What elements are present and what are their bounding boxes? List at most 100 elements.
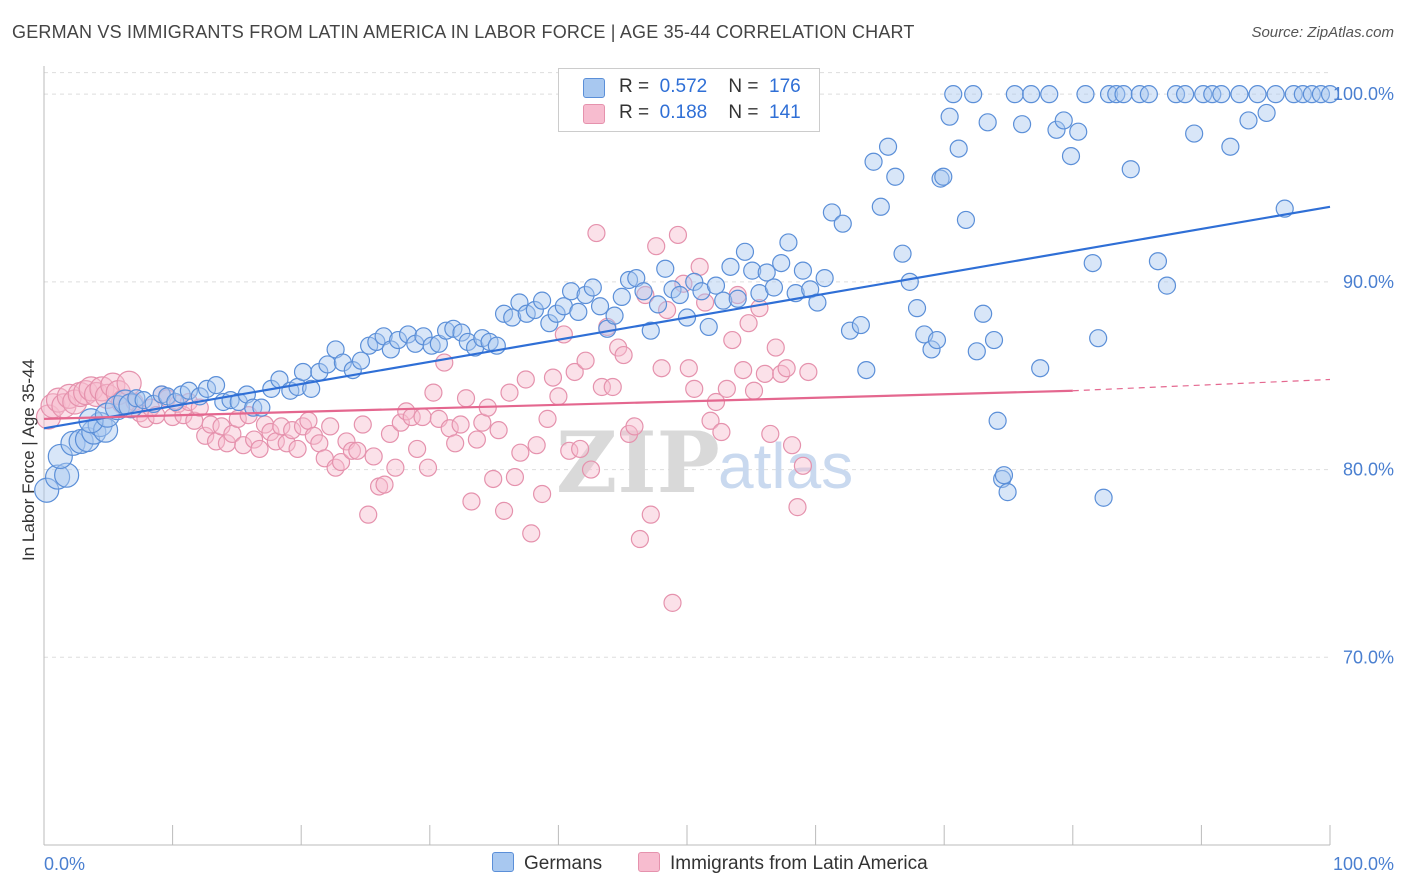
scatter-point	[940, 107, 959, 126]
scatter-point	[1157, 276, 1177, 295]
scatter-point	[1047, 120, 1066, 139]
scatter-point	[1114, 85, 1133, 104]
scatter-point	[685, 379, 704, 398]
scatter-point	[302, 379, 321, 398]
bottom-legend-swatch-germans	[492, 852, 514, 872]
scatter-point	[127, 389, 146, 408]
legend-n-immigrants: 141	[769, 102, 801, 123]
scatter-point	[1022, 85, 1041, 104]
scatter-point	[134, 391, 153, 410]
scatter-point	[587, 223, 606, 243]
x-tick-label-min: 0.0%	[44, 854, 85, 874]
scatter-point	[699, 317, 718, 337]
scatter-point	[1320, 85, 1340, 104]
scatter-point	[1094, 488, 1113, 507]
scatter-point	[389, 330, 408, 350]
scatter-point	[525, 300, 544, 320]
scatter-point	[375, 475, 394, 494]
scatter-point	[739, 314, 758, 333]
scatter-point	[1076, 85, 1095, 104]
scatter-point	[569, 302, 588, 322]
scatter-point	[543, 368, 563, 387]
scatter-point	[272, 417, 291, 436]
scatter-point	[503, 308, 522, 327]
scatter-point	[380, 424, 400, 444]
scatter-point	[510, 293, 529, 312]
scatter-point	[511, 443, 530, 462]
scatter-point	[60, 430, 86, 456]
scatter-point	[342, 441, 362, 460]
scatter-point	[956, 210, 976, 230]
scatter-point	[1148, 252, 1168, 271]
scatter-point	[927, 330, 947, 350]
scatter-point	[641, 321, 660, 340]
scatter-point	[782, 436, 802, 455]
scatter-point	[706, 276, 726, 295]
scatter-point	[571, 439, 590, 459]
scatter-point	[949, 139, 968, 158]
scatter-point	[592, 377, 611, 397]
scatter-point	[1012, 115, 1032, 134]
scatter-point	[900, 272, 919, 291]
scatter-point	[851, 315, 870, 335]
scatter-point	[931, 169, 950, 188]
scatter-point	[351, 351, 371, 370]
legend-swatch-germans	[583, 78, 605, 98]
scatter-point	[799, 362, 818, 382]
scatter-point	[283, 421, 302, 440]
scatter-point	[367, 332, 386, 352]
scatter-point	[364, 447, 383, 466]
scatter-point	[583, 278, 602, 297]
scatter-point	[590, 297, 610, 316]
y-tick-label: 100.0%	[1333, 84, 1394, 104]
scatter-point	[670, 285, 689, 305]
scatter-point	[755, 364, 774, 383]
scatter-point	[516, 370, 535, 389]
chart-source: Source: ZipAtlas.com	[1251, 24, 1394, 41]
scatter-point	[793, 261, 813, 280]
scatter-point	[815, 269, 834, 288]
scatter-point	[663, 593, 682, 612]
scatter-point	[893, 244, 912, 263]
scatter-point	[641, 505, 660, 524]
scatter-point	[293, 362, 313, 382]
scatter-point	[1266, 85, 1285, 104]
scatter-point	[614, 345, 633, 365]
scatter-point	[647, 237, 666, 256]
legend-box: R = 0.572 N = 176 R = 0.188 N = 141	[558, 68, 820, 132]
scatter-point	[333, 353, 352, 372]
axes	[43, 66, 1331, 846]
scatter-point	[484, 469, 503, 489]
scatter-point	[663, 280, 682, 299]
scatter-point	[1054, 111, 1073, 130]
scatter-point	[462, 492, 481, 511]
scatter-point	[451, 415, 470, 434]
scatter-point	[712, 422, 731, 442]
scatter-point	[34, 477, 60, 503]
scatter-point	[840, 321, 860, 340]
chart-title: GERMAN VS IMMIGRANTS FROM LATIN AMERICA …	[12, 22, 915, 42]
scatter-point	[679, 359, 698, 378]
scatter-point	[668, 225, 688, 245]
scatter-point	[1040, 85, 1059, 104]
watermark: ZIP atlas	[556, 413, 853, 512]
scatter-point	[701, 411, 720, 430]
scatter-point	[1069, 122, 1088, 141]
scatter-point	[1175, 85, 1195, 104]
scatter-point	[456, 389, 476, 408]
scatter-point	[348, 441, 367, 460]
scatter-point	[458, 332, 477, 352]
legend-swatch-immigrants	[583, 104, 605, 124]
scatter-point	[1230, 85, 1249, 104]
scatter-point	[1061, 147, 1081, 166]
scatter-point	[206, 376, 226, 395]
scatter-point	[822, 203, 842, 222]
scatter-point	[964, 85, 983, 104]
scatter-point	[413, 407, 432, 427]
legend-r-germans: 0.572	[659, 76, 708, 97]
scatter-point	[250, 439, 269, 459]
scatter-point	[1221, 137, 1240, 156]
scatter-point	[212, 417, 231, 436]
scatter-point	[561, 282, 581, 301]
scatter-point	[196, 426, 215, 445]
